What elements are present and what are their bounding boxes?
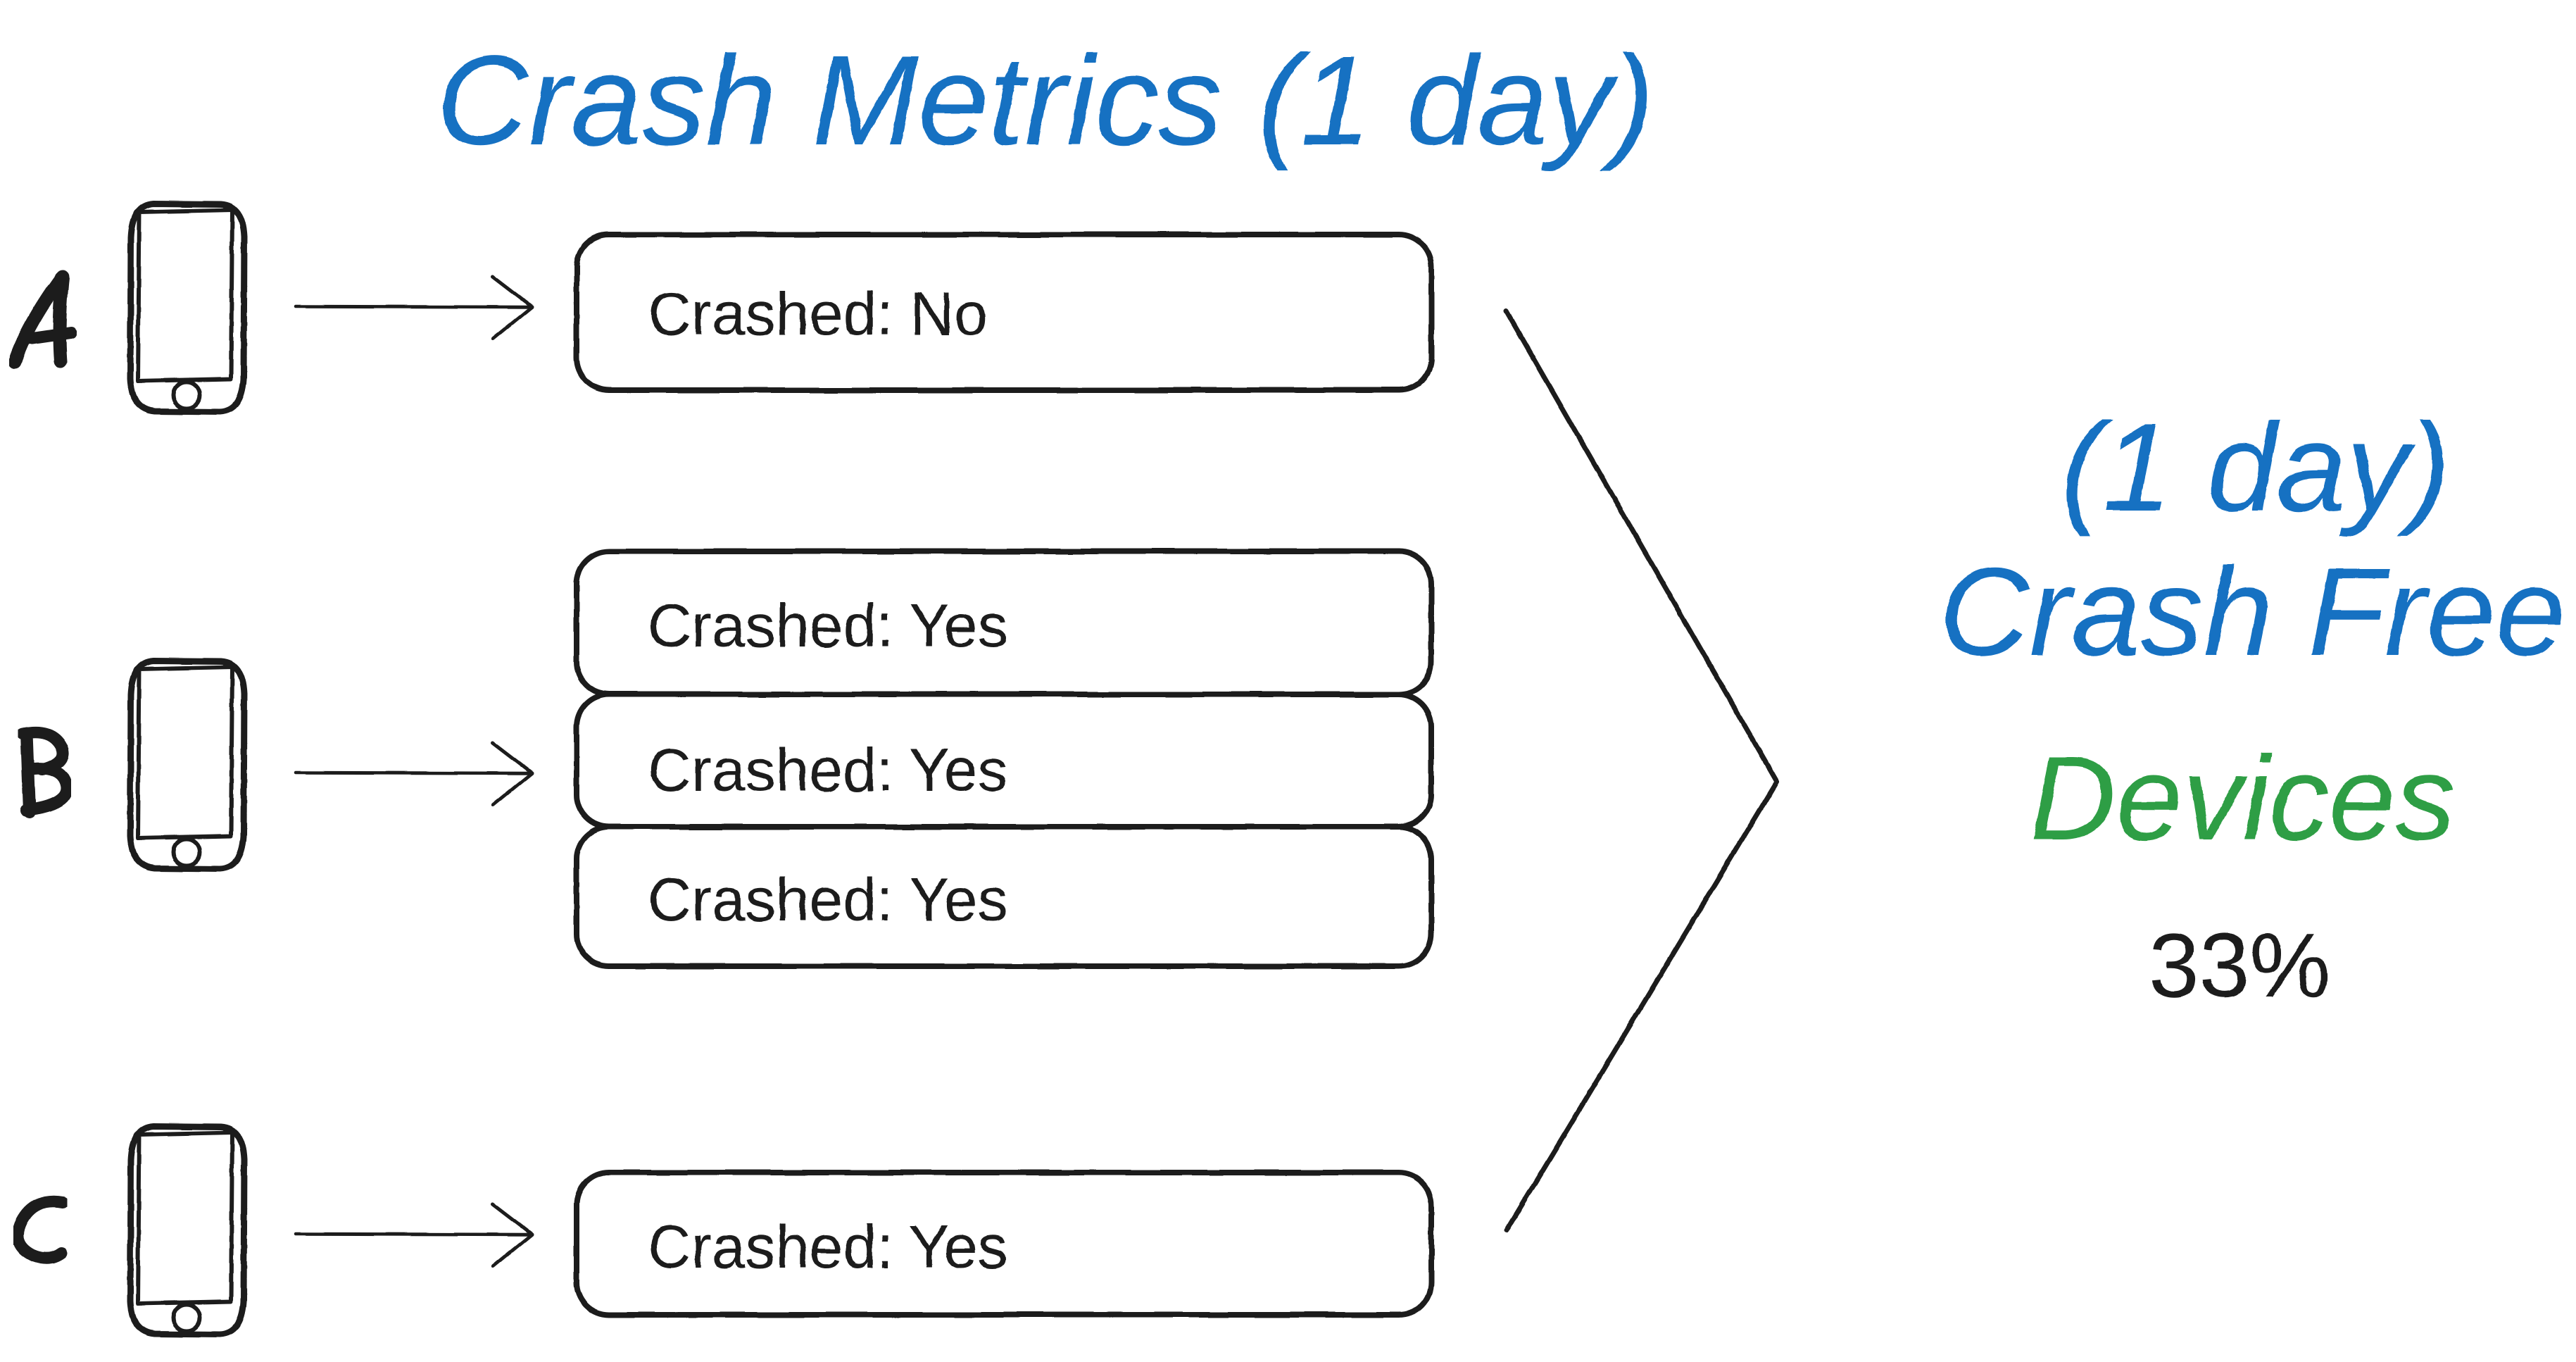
svg-text:Crashed: Yes: Crashed: Yes	[648, 1213, 1008, 1281]
svg-text:Crashed: Yes: Crashed: Yes	[648, 737, 1008, 804]
svg-text:(1 day): (1 day)	[2061, 397, 2451, 537]
svg-text:Crashed: Yes: Crashed: Yes	[648, 592, 1008, 660]
svg-text:Devices: Devices	[2030, 732, 2456, 866]
svg-text:Crashed: Yes: Crashed: Yes	[648, 866, 1008, 934]
svg-text:Crash Metrics (1 day): Crash Metrics (1 day)	[436, 30, 1654, 172]
svg-text:Crashed: No: Crashed: No	[648, 280, 988, 348]
svg-text:33%: 33%	[2149, 915, 2330, 1016]
svg-text:Crash Free: Crash Free	[1939, 542, 2565, 682]
